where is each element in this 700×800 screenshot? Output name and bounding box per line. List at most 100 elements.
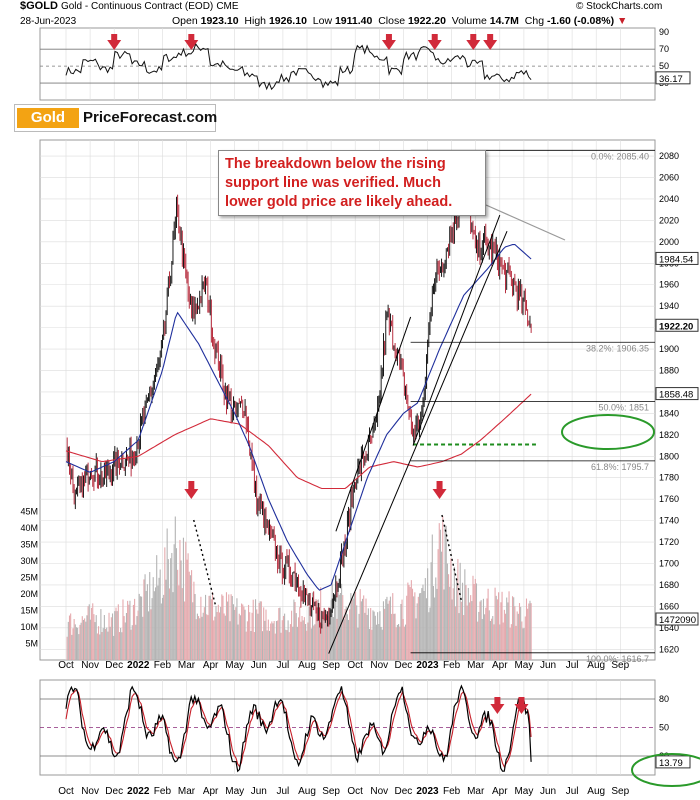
price-tick-label: 2080 bbox=[659, 151, 679, 161]
sell-signal-arrow-icon bbox=[184, 34, 199, 50]
sell-signal-arrow-icon bbox=[432, 481, 447, 499]
annotation-line-1: The breakdown below the rising bbox=[225, 156, 446, 172]
open-value: 1923.10 bbox=[200, 15, 239, 27]
x-axis-label-bottom: Sep bbox=[322, 786, 340, 797]
chart-date: 28-Jun-2023 bbox=[20, 16, 77, 27]
x-axis-label-mid: Nov bbox=[81, 660, 99, 671]
volume-tick-label: 25M bbox=[20, 573, 38, 583]
x-axis-label-mid: Dec bbox=[105, 660, 123, 671]
volume-tick-label: 15M bbox=[20, 606, 38, 616]
x-axis-label-bottom: 2022 bbox=[127, 786, 150, 797]
rsi-tick-label: 90 bbox=[659, 27, 669, 37]
chg-label: Chg bbox=[524, 15, 545, 27]
x-axis-label-mid: Nov bbox=[370, 660, 388, 671]
x-axis-label-mid: Sep bbox=[611, 660, 629, 671]
rsi-last-value: 36.17 bbox=[659, 74, 683, 85]
x-axis-label-bottom: Dec bbox=[395, 786, 413, 797]
x-axis-label-bottom: May bbox=[514, 786, 533, 797]
price-panel-frame bbox=[39, 139, 656, 661]
fibonacci-level-label: 100.0%: 1616.7 bbox=[586, 654, 649, 664]
rising-support-line bbox=[335, 316, 412, 532]
x-axis-label-mid: Aug bbox=[298, 660, 316, 671]
volume-last-value-box bbox=[655, 612, 699, 626]
ma200-value: 1858.48 bbox=[659, 390, 693, 401]
ma50-line bbox=[65, 243, 532, 591]
x-axis-label-bottom: Mar bbox=[467, 786, 485, 797]
x-axis-label-mid: Mar bbox=[467, 660, 485, 671]
x-axis-label-bottom: Jul bbox=[566, 786, 579, 797]
stochastic-d-line bbox=[65, 689, 532, 768]
stochastic-value-box bbox=[655, 755, 691, 769]
x-axis-label-bottom: May bbox=[225, 786, 244, 797]
x-axis-label-mid: Feb bbox=[443, 660, 461, 671]
ma200-value-box bbox=[655, 387, 699, 401]
brand-logo-domain: PriceForecast.com bbox=[83, 109, 218, 126]
x-axis-label-bottom: Oct bbox=[58, 786, 74, 797]
price-tick-label: 2060 bbox=[659, 173, 679, 183]
rising-support-line bbox=[412, 214, 501, 446]
x-axis-label-bottom: Oct bbox=[347, 786, 363, 797]
x-axis-label-mid: Aug bbox=[587, 660, 605, 671]
ma200-line bbox=[65, 393, 532, 490]
x-axis-label-mid: May bbox=[514, 660, 533, 671]
volume-tick-label: 35M bbox=[20, 540, 38, 550]
price-tick-label: 1640 bbox=[659, 623, 679, 633]
close-value: 1922.20 bbox=[407, 15, 446, 27]
symbol-description: Gold - Continuous Contract (EOD) bbox=[60, 1, 214, 12]
x-axis-label-bottom: Sep bbox=[611, 786, 629, 797]
rising-support-line bbox=[328, 230, 508, 654]
x-axis-label-mid: Dec bbox=[395, 660, 413, 671]
volume-tick-label: 5M bbox=[25, 639, 38, 649]
sell-signal-arrow-icon bbox=[381, 34, 396, 50]
price-tick-label: 1820 bbox=[659, 430, 679, 440]
brand-logo[interactable]: Gold PriceForecast.com bbox=[14, 104, 218, 132]
price-tick-label: 1680 bbox=[659, 580, 679, 590]
volume-tick-label: 40M bbox=[20, 523, 38, 533]
rsi-line bbox=[65, 42, 532, 91]
x-axis-label-mid: Oct bbox=[58, 660, 74, 671]
fibonacci-level-label: 50.0%: 1851 bbox=[598, 403, 649, 413]
last-price-value: 1922.20 bbox=[659, 321, 693, 332]
stochastic-tick-label: 50 bbox=[659, 723, 669, 733]
sell-signal-arrow-icon bbox=[483, 34, 498, 50]
x-axis-label-bottom: Feb bbox=[154, 786, 172, 797]
chart-symbol-line: $GOLD Gold - Continuous Contract (EOD) C… bbox=[20, 0, 239, 12]
volume-tick-label: 30M bbox=[20, 556, 38, 566]
x-axis-label-bottom: Jul bbox=[277, 786, 290, 797]
rsi-value-box bbox=[655, 71, 691, 85]
brand-logo-gold: Gold bbox=[17, 108, 79, 128]
fibonacci-level-label: 38.2%: 1906.35 bbox=[586, 343, 649, 353]
price-tick-label: 1660 bbox=[659, 601, 679, 611]
sell-signal-arrow-icon bbox=[107, 34, 122, 50]
symbol: $GOLD bbox=[20, 0, 58, 12]
ma50-value: 1984.54 bbox=[659, 254, 693, 265]
sell-signal-arrow-icon bbox=[514, 697, 529, 714]
ma50-value-box bbox=[655, 251, 699, 265]
volume-tick-label: 20M bbox=[20, 589, 38, 599]
stochastic-highlight-ellipse bbox=[631, 753, 700, 787]
rsi-tick-label: 50 bbox=[659, 61, 669, 71]
stochastic-k-line bbox=[65, 684, 532, 773]
volume-tick-label: 10M bbox=[20, 622, 38, 632]
volume-tick-label: 45M bbox=[20, 507, 38, 517]
annotation-line-3: lower gold price are likely ahead. bbox=[225, 194, 453, 210]
x-axis-label-mid: Jul bbox=[277, 660, 290, 671]
copyright: © StockCharts.com bbox=[576, 1, 663, 12]
price-tick-label: 1960 bbox=[659, 280, 679, 290]
low-value: 1911.40 bbox=[334, 15, 373, 27]
price-tick-label: 1880 bbox=[659, 366, 679, 376]
x-axis-label-mid: Jun bbox=[251, 660, 267, 671]
x-axis-label-mid: Feb bbox=[154, 660, 172, 671]
annotation-line-2: support line was verified. Much bbox=[225, 175, 441, 191]
x-axis-label-mid: Mar bbox=[178, 660, 196, 671]
x-axis-label-bottom: Apr bbox=[203, 786, 219, 797]
price-tick-label: 1840 bbox=[659, 408, 679, 418]
volume-last-value: 1472090 bbox=[659, 615, 696, 626]
x-axis-label-bottom: Feb bbox=[443, 786, 461, 797]
price-tick-label: 2000 bbox=[659, 237, 679, 247]
fibonacci-level-label: 0.0%: 2085.40 bbox=[591, 151, 649, 161]
x-axis-label-mid: Jun bbox=[540, 660, 556, 671]
fibonacci-level-label: 61.8%: 1795.7 bbox=[591, 462, 649, 472]
x-axis-label-bottom: Mar bbox=[178, 786, 196, 797]
